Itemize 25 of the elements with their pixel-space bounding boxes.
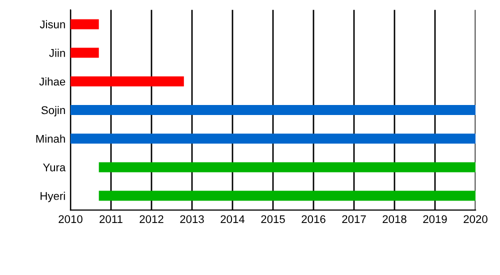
bar (70, 76, 184, 86)
x-tick-label: 2016 (302, 215, 326, 224)
x-tick-label: 2019 (423, 215, 447, 224)
x-tick-label: 2013 (180, 215, 204, 224)
y-tick-label: Jisun (40, 20, 65, 28)
bar (70, 134, 476, 144)
bar (70, 48, 99, 58)
x-tick-label: 2010 (58, 215, 82, 224)
y-tick-label: Sojin (41, 106, 65, 116)
y-tick-label: Jiin (49, 48, 65, 57)
y-tick-label: Minah (36, 134, 65, 143)
x-tick-label: 2015 (261, 215, 285, 224)
x-tick-label: 2018 (382, 215, 406, 224)
x-tick-label: 2014 (220, 215, 245, 224)
bar (98, 162, 476, 172)
x-tick-label: 2012 (140, 215, 164, 224)
y-tick-label: Hyeri (40, 192, 65, 202)
x-tick-label: 2017 (342, 215, 366, 224)
y-tick-label: Yura (43, 164, 66, 172)
bar (70, 19, 99, 30)
x-tick-label: 2020 (464, 215, 488, 224)
bar (98, 190, 476, 201)
y-tick-label: Jihae (39, 77, 66, 86)
bar (70, 104, 476, 116)
x-tick-label: 2011 (100, 215, 122, 224)
